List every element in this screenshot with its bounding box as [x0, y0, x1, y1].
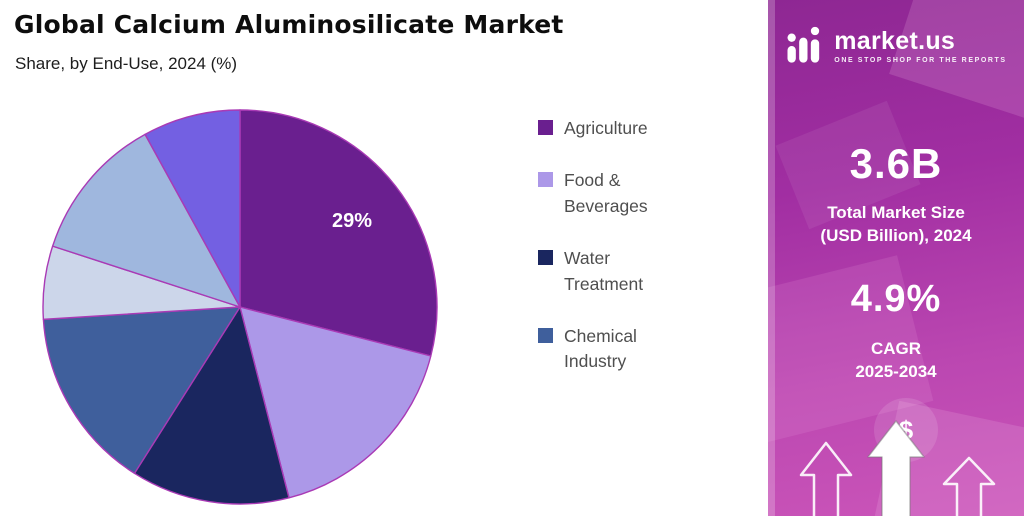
brand-logo: market.us ONE STOP SHOP FOR THE REPORTS: [768, 26, 1024, 66]
legend-swatch: [538, 250, 553, 266]
legend-label: Agriculture: [564, 118, 648, 138]
cagr-label: CAGR 2025-2034: [768, 338, 1024, 384]
pie-data-label: 29%: [332, 210, 372, 232]
brand-name: market.us: [834, 26, 956, 55]
market-size-label-line2: (USD Billion), 2024: [820, 225, 972, 245]
market-size-value: 3.6B: [849, 140, 943, 187]
cagr-label-line1: CAGR: [870, 339, 922, 358]
marketus-logo-icon: [787, 26, 820, 63]
market-size-label-line1: Total Market Size: [827, 203, 965, 222]
brand-panel: market.us ONE STOP SHOP FOR THE REPORTS …: [768, 0, 1024, 516]
pie-chart: 29%: [42, 109, 438, 505]
legend-item: Food & Beverages: [538, 168, 698, 219]
pie-slice-chemical-industry: [42, 306, 241, 475]
legend-swatch: [538, 120, 553, 135]
legend-item: Chemical Industry: [538, 324, 698, 375]
pie-slice-water-treatment: [133, 306, 290, 505]
panel-edge: [768, 0, 775, 516]
cagr-value: 4.9%: [850, 278, 942, 320]
pie-slice-segment-6: [51, 133, 241, 308]
legend-label: Chemical Industry: [564, 325, 637, 372]
cagr-label-line2: 2025-2034: [855, 361, 937, 381]
chart-legend: Agriculture Food & Beverages Water Treatme…: [538, 116, 698, 375]
growth-arrows-icon: [799, 420, 996, 516]
legend-swatch: [538, 172, 553, 188]
brand-text: market.us ONE STOP SHOP FOR THE REPORTS: [834, 26, 1007, 64]
chart-area: Global Calcium Aluminosilicate Market Sh…: [14, 10, 698, 505]
chart-subtitle: Share, by End-Use, 2024 (%): [15, 54, 238, 73]
legend-label: Food & Beverages: [564, 170, 648, 216]
pie-slice-agriculture: [239, 109, 438, 357]
market-size-label: Total Market Size (USD Billion), 2024: [768, 202, 1024, 248]
brand-tagline: ONE STOP SHOP FOR THE REPORTS: [834, 56, 1007, 64]
legend-label: Water Treatment: [564, 248, 644, 294]
legend-item: Agriculture: [538, 116, 698, 141]
legend-item: Water Treatment: [538, 246, 698, 297]
legend-swatch: [538, 327, 553, 343]
page-title: Global Calcium Aluminosilicate Market: [14, 10, 564, 39]
pie-slice-segment-7: [144, 109, 241, 308]
pie-slice-food-beverages: [239, 306, 432, 499]
